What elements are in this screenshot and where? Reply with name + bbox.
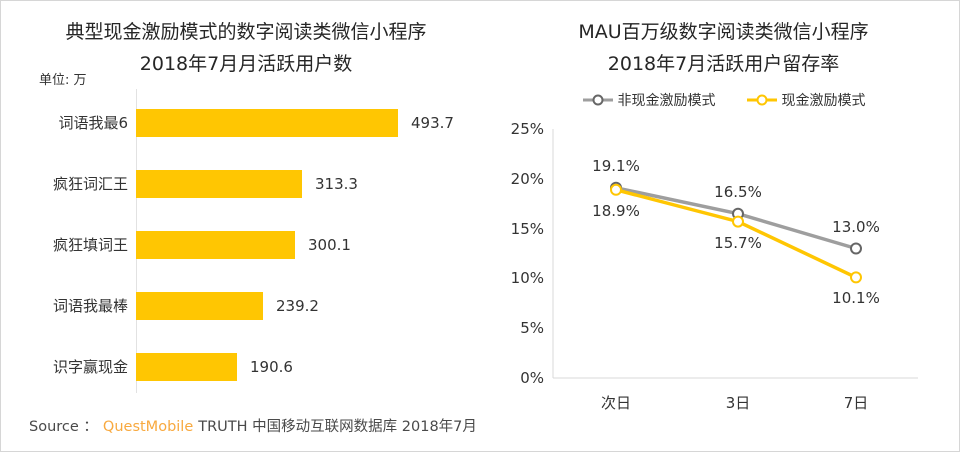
bar-category-label: 识字赢现金: [52, 358, 128, 376]
y-tick-label: 20%: [510, 169, 544, 188]
bar-category-label: 疯狂填词王: [52, 236, 128, 254]
bar: [136, 109, 398, 137]
data-point-marker: [850, 271, 862, 284]
data-point-value-label: 15.7%: [714, 233, 762, 252]
data-point-value-label: 10.1%: [832, 289, 880, 308]
y-tick-label: 5%: [520, 319, 544, 338]
bar-value-label: 190.6: [250, 358, 293, 376]
data-point-value-label: 19.1%: [592, 156, 640, 175]
unit-label: 单位: 万: [39, 73, 87, 88]
legend-item-noncash: 非现金激励模式: [582, 90, 716, 110]
x-tick-label: 3日: [725, 394, 751, 412]
line-chart-plot-area: [552, 129, 918, 379]
source-footer: Source ： QuestMobile TRUTH 中国移动互联网数据库 2018…: [29, 417, 477, 438]
legend-marker-noncash-icon: [582, 94, 613, 106]
bar: [136, 353, 237, 381]
bar-value-label: 300.1: [308, 236, 351, 254]
y-tick-label: 15%: [510, 219, 544, 238]
bar: [136, 231, 295, 259]
source-suffix: TRUTH 中国移动互联网数据库 2018年7月: [198, 419, 477, 435]
line-chart-title: MAU百万级数字阅读类微信小程序: [578, 21, 869, 43]
bar-chart-title-block: 典型现金激励模式的数字阅读类微信小程序 2018年7月月活跃用户数: [31, 16, 461, 80]
bar-value-label: 313.3: [315, 175, 358, 193]
legend-label-cash: 现金激励模式: [781, 93, 866, 109]
bar: [136, 292, 263, 320]
bar-chart-subtitle: 2018年7月月活跃用户数: [139, 53, 353, 75]
data-point-marker: [850, 242, 862, 255]
legend-marker-cash-icon: [746, 94, 777, 106]
bar-category-label: 疯狂词汇王: [52, 175, 128, 193]
data-point-marker: [610, 183, 622, 196]
y-tick-label: 10%: [510, 269, 544, 288]
bar-category-label: 词语我最棒: [52, 297, 128, 315]
bar-value-label: 493.7: [411, 114, 454, 132]
line-chart-title-block: MAU百万级数字阅读类微信小程序 2018年7月活跃用户留存率: [506, 16, 941, 80]
y-tick-label: 25%: [510, 120, 544, 138]
brand-name: QuestMobile: [102, 419, 194, 435]
line-chart-subtitle: 2018年7月活跃用户留存率: [607, 53, 840, 75]
line-chart-legend: 非现金激励模式 现金激励模式: [506, 90, 941, 110]
legend-item-cash: 现金激励模式: [746, 90, 866, 110]
data-point-value-label: 16.5%: [714, 182, 762, 201]
bar-chart-title: 典型现金激励模式的数字阅读类微信小程序: [65, 21, 427, 43]
legend-label-noncash: 非现金激励模式: [617, 93, 716, 109]
y-tick-label: 0%: [520, 369, 544, 387]
bar-value-label: 239.2: [276, 297, 319, 315]
x-tick-label: 次日: [600, 394, 631, 412]
source-label: Source ：: [29, 419, 98, 435]
bar: [136, 170, 302, 198]
data-point-value-label: 18.9%: [592, 201, 640, 220]
bar-category-label: 词语我最6: [58, 114, 128, 132]
data-point-value-label: 13.0%: [832, 217, 880, 236]
x-tick-label: 7日: [843, 394, 869, 412]
data-point-marker: [732, 215, 744, 228]
